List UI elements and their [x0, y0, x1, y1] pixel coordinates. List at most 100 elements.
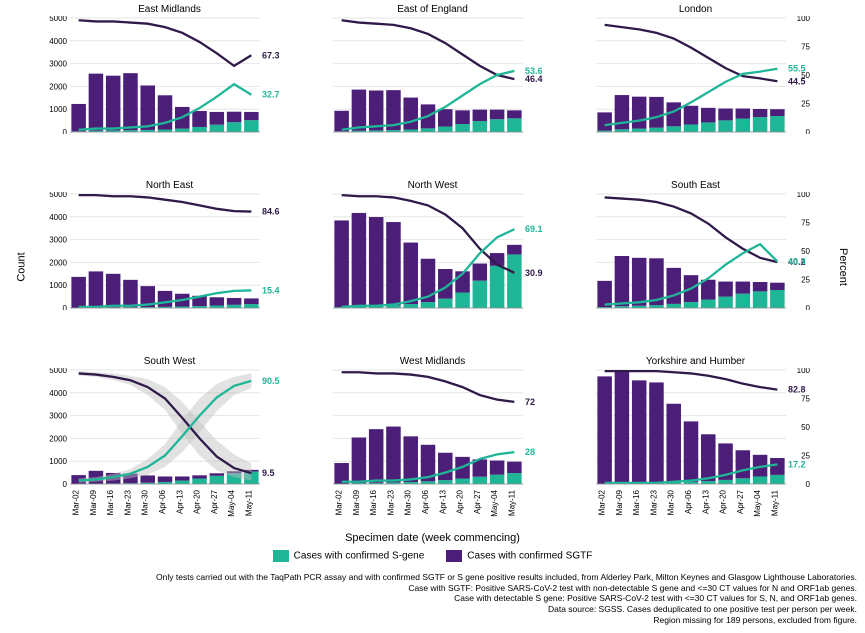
svg-text:67.3: 67.3	[262, 50, 280, 60]
y-right-axis-label: Percent	[829, 4, 857, 530]
svg-text:3000: 3000	[49, 60, 67, 69]
panel-svg: 67.332.7010002000300040005000	[40, 16, 290, 134]
svg-text:100: 100	[797, 192, 811, 199]
svg-text:5000: 5000	[49, 16, 67, 23]
panel-title: South East	[566, 180, 825, 191]
svg-text:53.6: 53.6	[525, 66, 543, 76]
panel: East Midlands67.332.70100020003000400050…	[40, 4, 299, 178]
panel-title: London	[566, 4, 825, 15]
svg-text:84.6: 84.6	[262, 207, 280, 217]
svg-text:2000: 2000	[49, 82, 67, 91]
panel-title: Yorkshire and Humber	[566, 356, 825, 367]
svg-text:4000: 4000	[49, 37, 67, 46]
svg-text:Mar-30: Mar-30	[404, 489, 413, 515]
panel-svg: 84.6 15.4 0 1000 2000 3000 4000 5000	[40, 192, 290, 310]
footnote-line: Data source: SGSS. Cases deduplicated to…	[8, 604, 857, 615]
svg-text:Apr-13: Apr-13	[701, 489, 710, 514]
svg-text:75: 75	[801, 43, 810, 52]
svg-text:May-11: May-11	[770, 489, 779, 516]
svg-text:Apr-13: Apr-13	[438, 489, 447, 514]
svg-text:3000: 3000	[49, 236, 67, 245]
panel-title: South West	[40, 356, 299, 367]
svg-text:Mar-09: Mar-09	[89, 489, 98, 515]
panel: London44.555.50255075100	[566, 4, 825, 178]
svg-text:Mar-23: Mar-23	[649, 489, 658, 515]
svg-text:Mar-16: Mar-16	[632, 489, 641, 515]
svg-text:3000: 3000	[49, 412, 67, 421]
svg-text:May-04: May-04	[490, 489, 499, 516]
legend-item: Cases with confirmed S-gene	[273, 550, 425, 562]
svg-text:Mar-23: Mar-23	[386, 489, 395, 515]
panel: East of England46.453.6	[303, 4, 562, 178]
svg-text:Apr-27: Apr-27	[736, 489, 745, 514]
svg-text:1000: 1000	[49, 457, 67, 466]
panel-grid: Count Percent East Midlands67.332.701000…	[8, 4, 857, 530]
svg-text:0: 0	[63, 480, 68, 489]
svg-text:Mar-02: Mar-02	[335, 489, 344, 515]
svg-text:25: 25	[801, 276, 810, 285]
svg-text:75: 75	[801, 219, 810, 228]
panel: North West 30.9 69.1	[303, 180, 562, 354]
svg-text:May-04: May-04	[227, 489, 236, 516]
svg-text:32.7: 32.7	[262, 90, 280, 100]
legend-item: Cases with confirmed SGTF	[446, 550, 592, 562]
panel-svg: 44.555.50255075100	[566, 16, 816, 134]
svg-text:72: 72	[525, 397, 535, 407]
panel-title: North West	[303, 180, 562, 191]
svg-text:May-11: May-11	[507, 489, 516, 516]
svg-text:82.8: 82.8	[788, 385, 806, 395]
svg-text:1000: 1000	[49, 281, 67, 290]
svg-text:Apr-27: Apr-27	[210, 489, 219, 514]
panel-svg: 40.240.80255075100	[566, 192, 816, 310]
svg-text:30.9: 30.9	[525, 268, 543, 278]
panel-title: East Midlands	[40, 4, 299, 15]
svg-text:50: 50	[801, 423, 810, 432]
svg-text:1000: 1000	[49, 105, 67, 114]
x-axis-label: Specimen date (week commencing)	[8, 532, 857, 544]
legend: Cases with confirmed S-gene Cases with co…	[8, 550, 857, 562]
svg-text:69.1: 69.1	[525, 224, 543, 234]
svg-text:Mar-09: Mar-09	[615, 489, 624, 515]
svg-text:Apr-06: Apr-06	[158, 489, 167, 514]
svg-text:2000: 2000	[49, 258, 67, 267]
svg-text:Mar-30: Mar-30	[667, 489, 676, 515]
svg-text:Apr-20: Apr-20	[719, 489, 728, 514]
svg-text:40.8: 40.8	[788, 256, 806, 266]
panel: North East 84.6 15.4 0 1000 2000 3000 4000 5000	[40, 180, 299, 354]
svg-text:90.5: 90.5	[262, 376, 280, 386]
panel: South West9.590.5010002000300040005000Ma…	[40, 356, 299, 530]
svg-text:0: 0	[806, 304, 811, 310]
panel: Yorkshire and Humber82.817.20255075100Ma…	[566, 356, 825, 530]
svg-text:May-11: May-11	[244, 489, 253, 516]
svg-text:50: 50	[801, 71, 810, 80]
svg-text:17.2: 17.2	[788, 459, 806, 469]
panel-title: North East	[40, 180, 299, 191]
footnote-line: Case with detectable S gene: Positive SA…	[8, 593, 857, 604]
svg-text:Apr-20: Apr-20	[456, 489, 465, 514]
svg-text:May-04: May-04	[753, 489, 762, 516]
panel-svg: 82.817.20255075100Mar-02Mar-09Mar-16Mar-…	[566, 368, 816, 530]
svg-text:Mar-02: Mar-02	[72, 489, 81, 515]
svg-text:50: 50	[801, 247, 810, 256]
svg-text:0: 0	[806, 128, 811, 134]
panel: South East40.240.80255075100	[566, 180, 825, 354]
panel-title: West Midlands	[303, 356, 562, 367]
y-left-axis-label: Count	[8, 4, 36, 530]
svg-text:Apr-13: Apr-13	[175, 489, 184, 514]
svg-text:Apr-06: Apr-06	[421, 489, 430, 514]
footnote-line: Region missing for 189 persons, excluded…	[8, 615, 857, 626]
svg-text:15.4: 15.4	[262, 285, 280, 295]
svg-text:5000: 5000	[49, 192, 67, 199]
svg-text:Mar-02: Mar-02	[598, 489, 607, 515]
svg-text:5000: 5000	[49, 368, 67, 375]
svg-text:25: 25	[801, 452, 810, 461]
svg-text:2000: 2000	[49, 434, 67, 443]
panel-svg: 46.453.6	[303, 16, 553, 134]
svg-text:4000: 4000	[49, 389, 67, 398]
svg-text:Mar-16: Mar-16	[369, 489, 378, 515]
svg-text:0: 0	[63, 304, 68, 310]
svg-text:4000: 4000	[49, 213, 67, 222]
svg-text:Mar-23: Mar-23	[123, 489, 132, 515]
svg-text:100: 100	[797, 16, 811, 23]
panel: West Midlands7228Mar-02Mar-09Mar-16Mar-2…	[303, 356, 562, 530]
